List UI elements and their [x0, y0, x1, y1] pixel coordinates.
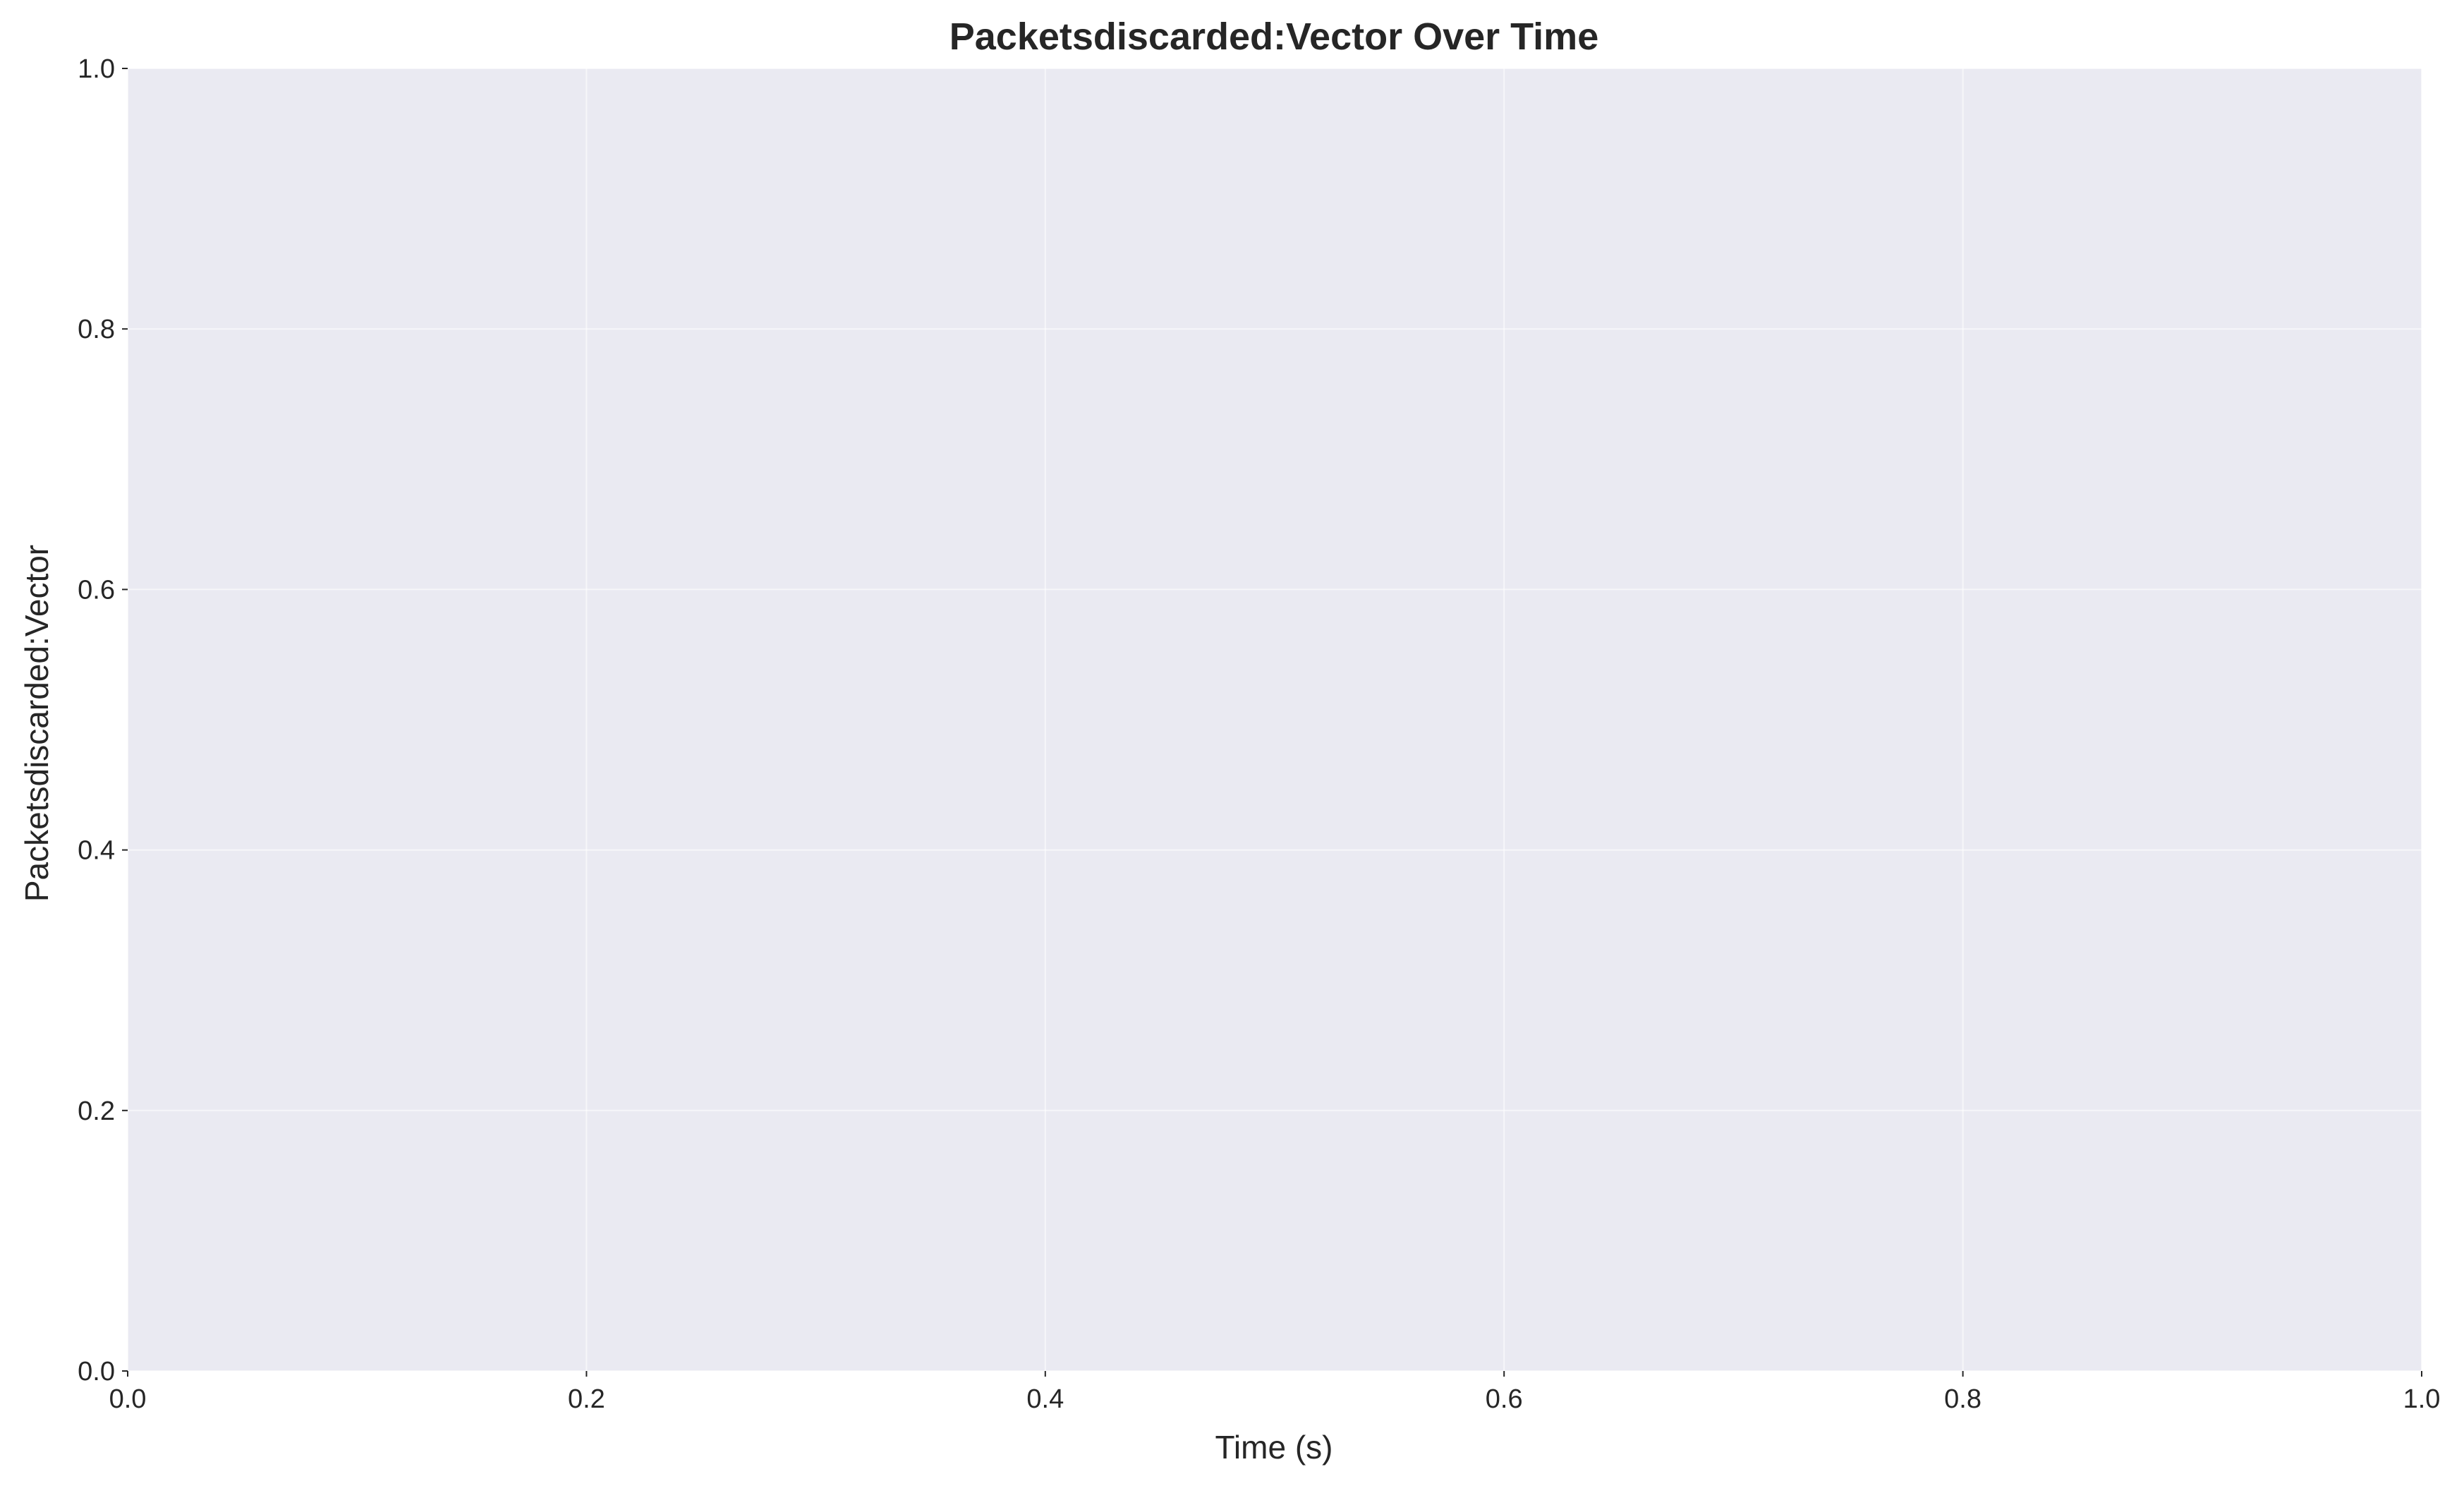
x-tick-label: 0.8 — [1944, 1384, 1981, 1414]
x-grid-lines — [127, 68, 2422, 1371]
y-tick-label: 0.0 — [78, 1357, 115, 1387]
plot-area — [128, 68, 2422, 1371]
y-tick-label: 0.4 — [78, 836, 115, 866]
x-tick-label: 0.2 — [568, 1384, 605, 1414]
x-tick-label: 0.0 — [109, 1384, 147, 1414]
y-axis-label: Packetsdiscarded:Vector — [18, 545, 55, 902]
y-axis-ticks: 0.0 0.2 0.4 0.6 0.8 1.0 — [78, 54, 128, 1387]
x-axis-ticks: 0.0 0.2 0.4 0.6 0.8 1.0 — [109, 1371, 2441, 1414]
x-tick-label: 0.4 — [1026, 1384, 1064, 1414]
x-tick-label: 1.0 — [2403, 1384, 2441, 1414]
y-grid-lines — [128, 68, 2422, 1372]
y-tick-label: 0.2 — [78, 1097, 115, 1126]
chart-title: Packetsdiscarded:Vector Over Time — [949, 16, 1598, 58]
y-tick-label: 1.0 — [78, 54, 115, 84]
y-tick-label: 0.6 — [78, 575, 115, 605]
y-tick-label: 0.8 — [78, 315, 115, 344]
x-tick-label: 0.6 — [1486, 1384, 1523, 1414]
x-axis-label: Time (s) — [1215, 1429, 1333, 1466]
